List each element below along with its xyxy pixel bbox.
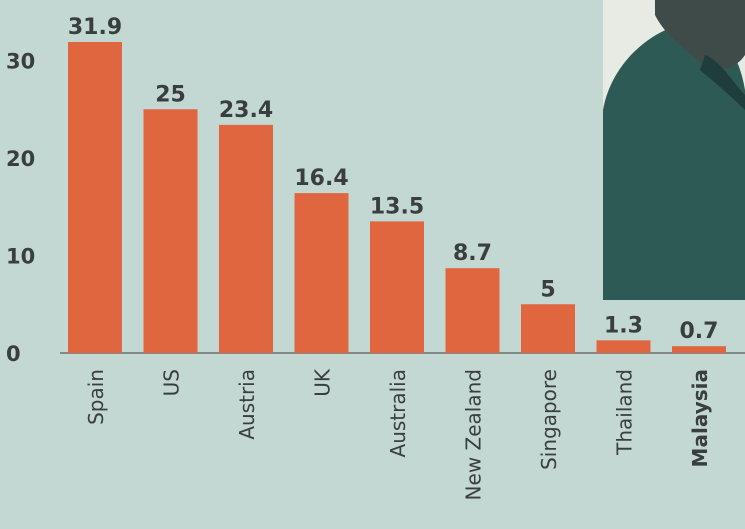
bar (445, 268, 500, 353)
category-label: Malaysia (688, 369, 712, 467)
bar (219, 124, 273, 353)
y-tick-label: 0 (6, 342, 21, 366)
category-label: New Zealand (462, 369, 486, 500)
photo-inset (603, 0, 745, 300)
value-label: 8.7 (453, 241, 492, 266)
category-label: US (160, 369, 184, 396)
bar (143, 109, 198, 353)
category-label: Austria (235, 369, 259, 440)
person-figure (603, 22, 745, 300)
bar (672, 346, 726, 353)
bar (68, 41, 122, 353)
person-collar (700, 55, 745, 110)
bar (294, 193, 349, 353)
y-tick-label: 20 (6, 147, 35, 171)
value-label: 25 (155, 82, 186, 107)
value-label: 5 (540, 277, 555, 302)
category-label: UK (311, 368, 335, 397)
bar (370, 221, 424, 353)
bar (521, 304, 575, 353)
value-label: 23.4 (219, 98, 273, 123)
bar-layer (68, 41, 726, 353)
value-label: 0.7 (680, 319, 719, 344)
y-tick-label: 30 (6, 50, 35, 74)
value-label: 16.4 (294, 166, 348, 191)
category-label: Thailand (613, 369, 637, 456)
y-tick-label: 10 (6, 245, 35, 269)
person-head (655, 0, 745, 70)
category-label: Spain (84, 369, 108, 425)
category-label: Singapore (537, 369, 561, 470)
label-layer: 31.9 Spain 25 US 23.4 Austria 16.4 UK 13.5 Austra… (68, 15, 719, 500)
category-label: Australia (386, 369, 410, 457)
value-label: 1.3 (604, 313, 643, 338)
value-label: 31.9 (68, 15, 122, 40)
bar (596, 340, 651, 353)
value-label: 13.5 (370, 194, 424, 219)
